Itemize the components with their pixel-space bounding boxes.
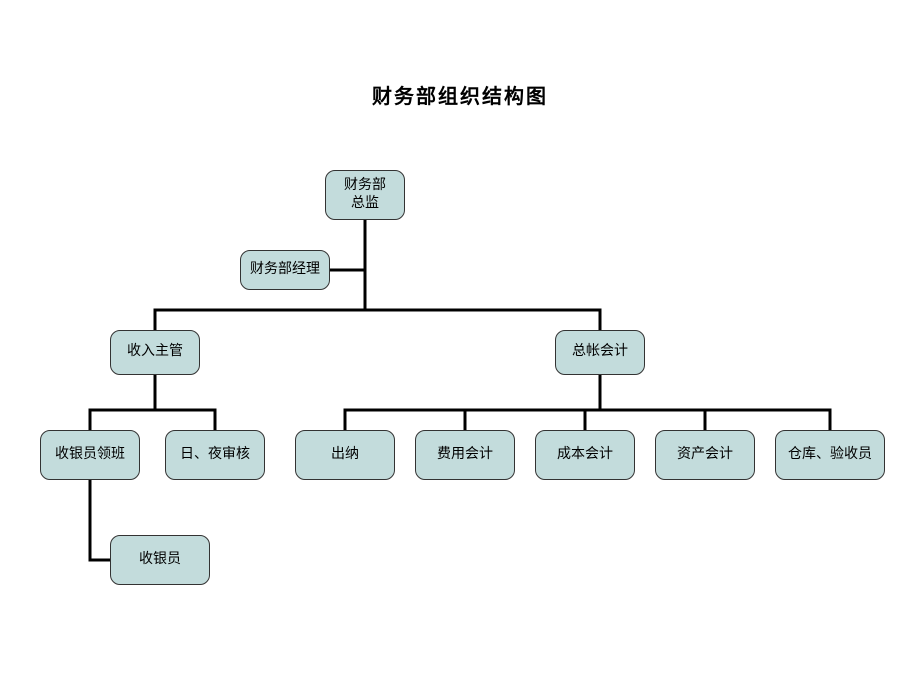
org-node-n5: 收银员领班 bbox=[40, 430, 140, 480]
org-node-n12: 收银员 bbox=[110, 535, 210, 585]
org-node-n8: 费用会计 bbox=[415, 430, 515, 480]
org-node-n2: 财务部经理 bbox=[240, 250, 330, 290]
org-node-n1: 财务部总监 bbox=[325, 170, 405, 220]
org-node-n9: 成本会计 bbox=[535, 430, 635, 480]
org-node-n4: 总帐会计 bbox=[555, 330, 645, 375]
org-node-n6: 日、夜审核 bbox=[165, 430, 265, 480]
org-node-n11: 仓库、验收员 bbox=[775, 430, 885, 480]
org-node-n7: 出纳 bbox=[295, 430, 395, 480]
org-node-n3: 收入主管 bbox=[110, 330, 200, 375]
org-node-n10: 资产会计 bbox=[655, 430, 755, 480]
